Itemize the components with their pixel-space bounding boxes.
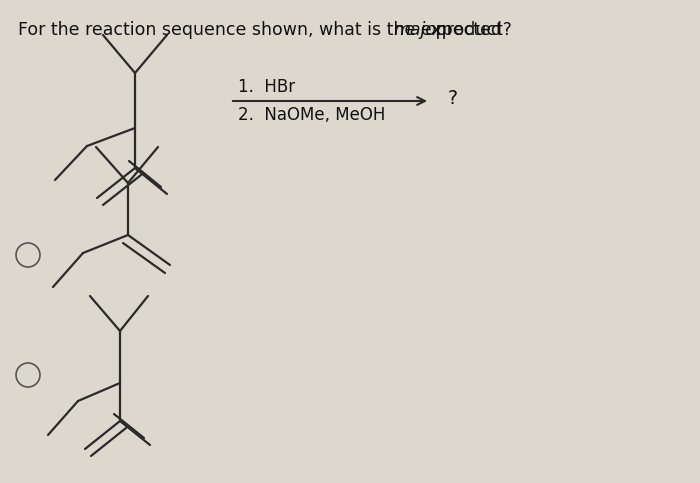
Text: For the reaction sequence shown, what is the expected: For the reaction sequence shown, what is… <box>18 21 507 39</box>
Text: ?: ? <box>448 89 458 109</box>
Text: 2.  NaOMe, MeOH: 2. NaOMe, MeOH <box>238 106 386 124</box>
Text: 1.  HBr: 1. HBr <box>238 78 295 96</box>
Text: product?: product? <box>430 21 512 39</box>
Text: major: major <box>393 21 443 39</box>
